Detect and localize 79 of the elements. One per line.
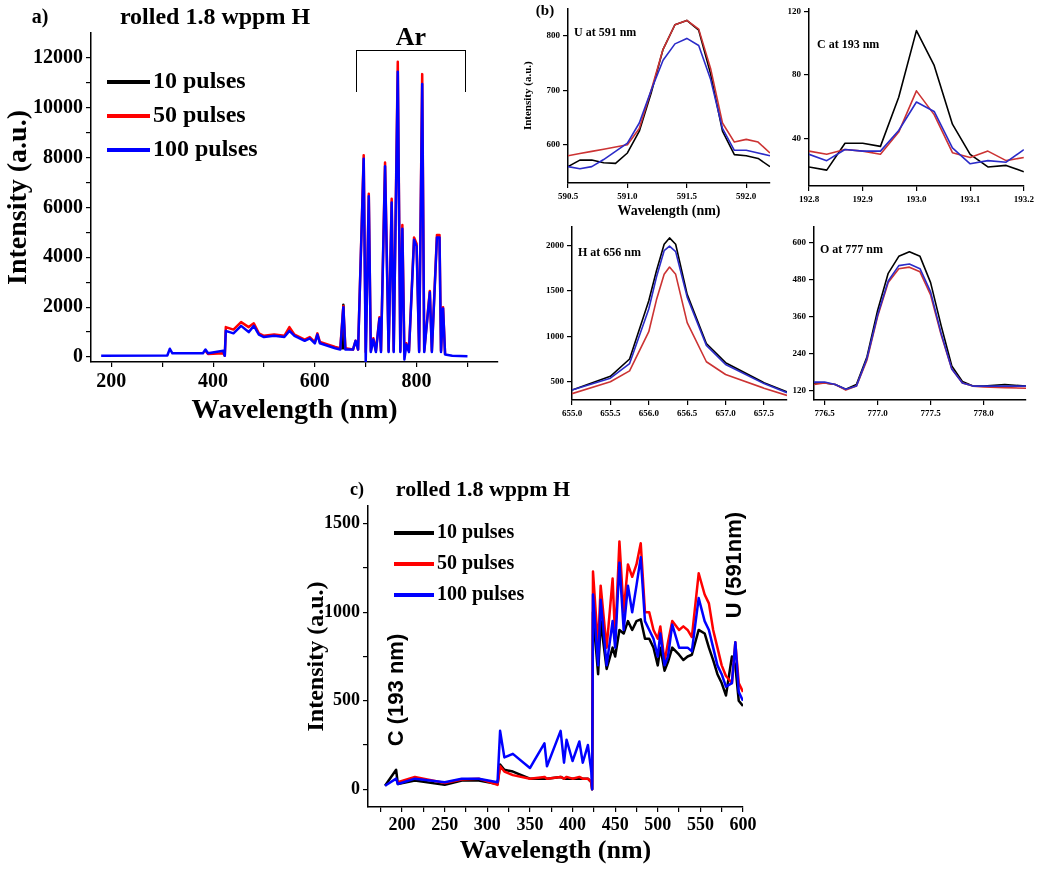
legend-label: 10 pulses	[437, 520, 515, 544]
y-tick-label: 1500	[324, 512, 360, 533]
x-tick-label: 192.9	[852, 193, 874, 204]
x-tick-label: 800	[401, 369, 432, 392]
x-tick-label: 500	[644, 814, 672, 835]
x-tick-label: 655.5	[600, 407, 622, 418]
x-tick-label: 591.5	[676, 190, 698, 201]
y-tick-label: 8000	[43, 144, 83, 167]
y-tick-label: 2000	[43, 294, 83, 317]
x-tick-label: 600	[729, 814, 757, 835]
y-tick-label: 80	[792, 69, 802, 80]
x-tick-label: 600	[299, 369, 330, 392]
x-tick-label: 300	[473, 814, 501, 835]
y-tick-label: 0	[351, 777, 360, 798]
y-tick-label: 600	[546, 139, 561, 150]
x-tick-label: 657.0	[715, 407, 737, 418]
x-tick-label: 250	[431, 814, 459, 835]
annotation: U (591nm)	[721, 511, 747, 619]
x-tick-label: 591.0	[617, 190, 639, 201]
chart-title: (b)	[535, 1, 555, 19]
x-tick-label: 590.5	[557, 190, 579, 201]
x-tick-label: 657.5	[753, 407, 775, 418]
x-tick-label: 777.0	[867, 407, 889, 418]
x-tick-label: 656.0	[638, 407, 660, 418]
x-axis-title: Wavelength (nm)	[191, 393, 398, 425]
text: a)	[31, 5, 49, 29]
y-tick-label: 700	[546, 84, 561, 95]
y-tick-label: 10000	[33, 94, 83, 117]
x-tick-label: 400	[559, 814, 587, 835]
x-tick-label: 550	[686, 814, 714, 835]
x-tick-label: 400	[198, 369, 229, 392]
annotation: H at 656 nm	[578, 245, 641, 260]
y-tick-label: 1000	[546, 330, 565, 341]
y-tick-label: 40	[792, 132, 802, 143]
y-tick-label: 4000	[43, 244, 83, 267]
y-tick-label: 480	[792, 273, 807, 284]
x-tick-label: 200	[388, 814, 416, 835]
legend-label: 100 pulses	[153, 135, 258, 162]
y-tick-label: 0	[73, 344, 83, 367]
legend-label: 50 pulses	[437, 551, 515, 575]
y-tick-label: 2000	[546, 239, 565, 250]
y-tick-label: 120	[787, 5, 802, 16]
chart-title: rolled 1.8 wppm H	[119, 3, 311, 30]
annotation: O at 777 nm	[820, 242, 883, 257]
x-tick-label: 192.8	[798, 193, 820, 204]
y-tick-label: 12000	[33, 45, 83, 68]
x-tick-label: 592.0	[736, 190, 757, 201]
x-axis-title: Wavelength (nm)	[617, 203, 721, 220]
annotation: C at 193 nm	[817, 37, 880, 52]
x-tick-label: 777.5	[920, 407, 942, 418]
x-tick-label: 776.5	[814, 407, 836, 418]
x-tick-label: 193.2	[1013, 193, 1035, 204]
y-tick-label: 800	[546, 30, 561, 41]
y-tick-label: 1500	[546, 285, 565, 296]
y-tick-label: 360	[792, 310, 807, 321]
x-tick-label: 200	[96, 369, 127, 392]
y-tick-label: 120	[792, 385, 807, 396]
y-tick-label: 6000	[43, 194, 83, 217]
annotation: Ar	[395, 21, 427, 51]
legend-label: 100 pulses	[437, 582, 525, 606]
x-tick-label: 450	[601, 814, 629, 835]
x-tick-label: 193.0	[906, 193, 928, 204]
legend-label: 50 pulses	[153, 101, 246, 128]
legend-label: 10 pulses	[153, 67, 246, 94]
x-tick-label: 193.1	[960, 193, 981, 204]
chart-title: rolled 1.8 wppm H	[395, 475, 571, 501]
text: c)	[350, 478, 364, 500]
x-tick-label: 656.5	[677, 407, 698, 418]
y-tick-label: 240	[792, 347, 807, 358]
x-tick-label: 778.0	[973, 407, 995, 418]
x-tick-label: 350	[516, 814, 544, 835]
annotation: C (193 nm)	[383, 633, 409, 747]
y-tick-label: 600	[792, 236, 807, 247]
y-tick-label: 500	[333, 689, 360, 710]
x-tick-label: 655.0	[561, 407, 583, 418]
y-axis-title: Intensity (a.u.)	[521, 60, 535, 131]
y-axis-title: Intensity (a.u.)	[1, 109, 33, 286]
annotation: U at 591 nm	[574, 25, 637, 40]
x-axis-title: Wavelength (nm)	[459, 835, 652, 865]
